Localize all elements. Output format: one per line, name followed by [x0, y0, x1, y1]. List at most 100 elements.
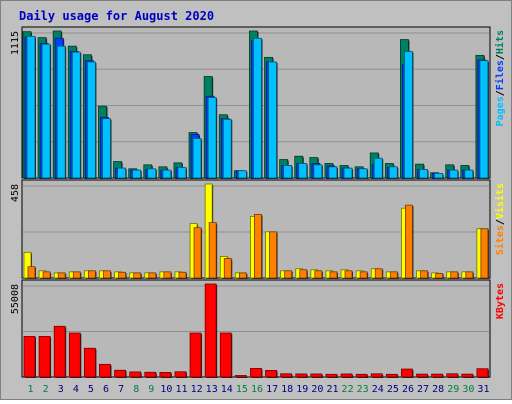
bar-pages-day-26: [404, 51, 414, 179]
bar-pages-day-23: [358, 168, 369, 179]
panel-1-max-label: 1115: [10, 31, 21, 55]
bar-sites-day-23: [359, 271, 369, 279]
bar-sites-day-15: [238, 272, 248, 279]
bar-pages-day-30-body: [464, 169, 474, 179]
day-label-14: 14: [221, 384, 233, 395]
legend-item-hits: Hits: [494, 30, 506, 54]
panel-3: 55008 KBytes: [10, 279, 506, 378]
bar-sites-day-3-body: [57, 272, 66, 279]
bar-sites-day-17-body: [269, 231, 277, 279]
bar-pages-day-19: [298, 163, 308, 179]
bar-pages-day-8-body: [132, 169, 142, 179]
bar-kbytes-day-27-body: [416, 373, 428, 378]
bar-sites-day-8: [133, 272, 142, 279]
bar-sites-day-24: [374, 268, 384, 279]
bar-sites-day-12-body: [193, 227, 202, 279]
bar-sites-day-21: [329, 271, 338, 279]
legend-item-files: Files: [494, 60, 506, 90]
bar-kbytes-day-30-body: [461, 373, 474, 378]
bar-pages-day-6-body: [102, 118, 111, 179]
bar-pages-day-22: [343, 167, 354, 179]
bar-pages-day-2-body: [41, 43, 51, 179]
chart-title: Daily usage for August 2020: [19, 9, 214, 23]
bar-sites-day-1: [27, 266, 36, 279]
bar-kbytes-day-22-body: [340, 373, 353, 378]
bar-kbytes-day-10-body: [159, 372, 172, 378]
legend-item-sep: /: [495, 90, 506, 96]
day-label-19: 19: [296, 384, 308, 395]
bar-kbytes-day-20: [310, 373, 323, 378]
bar-sites-day-6-body: [103, 270, 111, 279]
day-label-10: 10: [160, 384, 172, 395]
day-label-3: 3: [58, 384, 64, 395]
panel-2-legend: Sites/Visits: [494, 183, 506, 255]
day-label-6: 6: [103, 384, 109, 395]
bar-kbytes-day-8-body: [129, 371, 142, 378]
bar-kbytes-day-7: [114, 369, 127, 378]
bar-pages-day-13: [207, 97, 218, 179]
bar-kbytes-day-17-body: [265, 370, 277, 378]
bar-pages-day-8: [132, 169, 142, 179]
bar-pages-day-20-body: [313, 164, 323, 179]
bar-pages-day-31-body: [479, 60, 489, 179]
day-label-29: 29: [447, 384, 459, 395]
bar-kbytes-day-3-body: [53, 325, 66, 378]
bar-pages-day-26-body: [404, 51, 413, 179]
bar-sites-day-13: [208, 222, 218, 279]
panel-1-legend: Pages/Files/Hits: [494, 30, 506, 126]
legend-item-sep: /: [495, 219, 506, 225]
bar-kbytes-day-26-body: [401, 368, 413, 378]
bar-kbytes-day-10: [159, 372, 172, 378]
panel-3-legend: KBytes: [495, 283, 506, 319]
bar-kbytes-day-16-body: [250, 367, 262, 378]
bar-kbytes-day-19: [295, 373, 308, 378]
bar-sites-day-9-body: [148, 272, 157, 279]
bar-sites-day-22: [344, 270, 354, 279]
bar-pages-day-27-body: [419, 169, 428, 179]
bar-kbytes-day-31: [476, 368, 489, 378]
bar-kbytes-day-13-body: [204, 283, 217, 378]
bar-kbytes-day-15-body: [234, 375, 247, 378]
bar-pages-day-10: [162, 169, 172, 179]
bar-kbytes-day-5-body: [83, 347, 96, 378]
bar-pages-day-25-body: [388, 166, 398, 179]
bar-sites-day-8-body: [133, 272, 142, 279]
bar-sites-day-24-body: [374, 268, 383, 279]
bar-kbytes-day-30: [461, 373, 474, 378]
bar-pages-day-5: [86, 61, 97, 179]
day-label-26: 26: [402, 384, 414, 395]
bar-kbytes-day-21-body: [325, 373, 338, 378]
bar-sites-day-7: [118, 271, 127, 279]
day-label-5: 5: [88, 384, 94, 395]
bar-pages-day-19-body: [298, 163, 308, 179]
panel-1: 1115 Pages/Files/Hits: [10, 26, 506, 180]
bar-pages-day-10-body: [162, 169, 172, 179]
bar-pages-day-15-body: [237, 170, 247, 179]
bar-pages-day-22-body: [343, 167, 353, 179]
bar-sites-day-5-body: [87, 270, 96, 279]
bar-kbytes-day-21: [325, 373, 338, 378]
bar-pages-day-21: [328, 166, 338, 179]
bar-sites-day-7-body: [118, 271, 126, 279]
bar-sites-day-6: [103, 270, 112, 279]
bar-pages-day-24: [373, 157, 384, 179]
day-label-25: 25: [387, 384, 399, 395]
bar-sites-day-14: [223, 258, 233, 279]
bar-sites-day-20-body: [314, 270, 323, 279]
bar-sites-day-10: [163, 271, 172, 279]
bar-sites-day-1-body: [27, 266, 36, 279]
panel-2-max-label: 458: [10, 184, 21, 202]
bar-pages-day-29-body: [449, 169, 459, 179]
bar-sites-day-26: [405, 204, 414, 279]
bar-pages-day-14: [222, 118, 233, 179]
day-label-11: 11: [175, 384, 187, 395]
bar-kbytes-day-8: [129, 371, 142, 378]
bar-pages-day-18: [283, 165, 293, 179]
day-label-13: 13: [206, 384, 218, 395]
day-label-4: 4: [73, 384, 79, 395]
legend-item-sep: /: [495, 54, 506, 60]
bar-sites-day-14-body: [223, 258, 232, 279]
bar-kbytes-day-6: [99, 363, 112, 378]
day-label-9: 9: [148, 384, 154, 395]
bar-sites-day-26-body: [405, 204, 413, 279]
